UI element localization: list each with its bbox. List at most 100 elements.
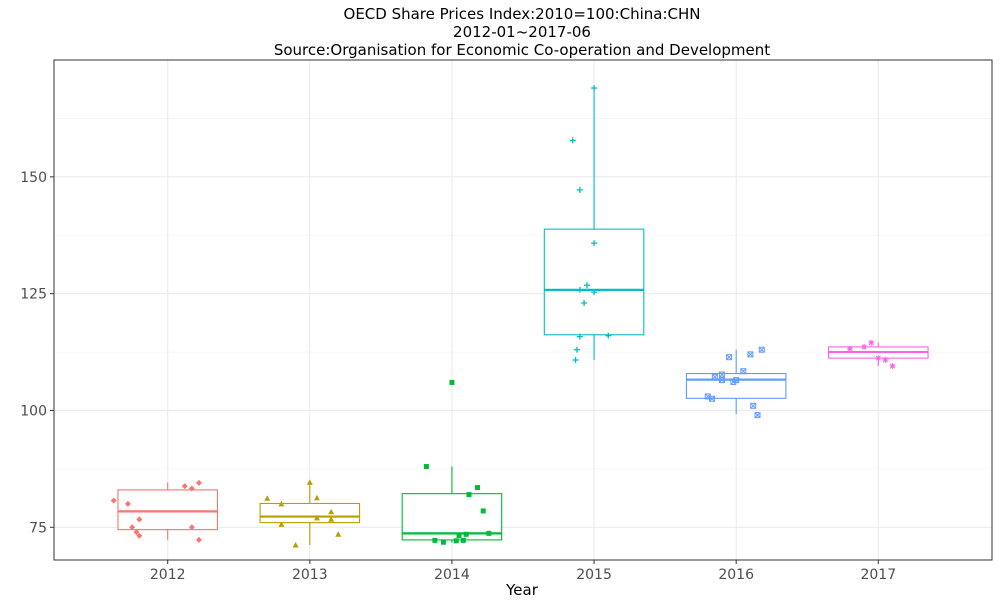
data-point (264, 495, 271, 501)
x-tick-label: 2014 (434, 567, 470, 583)
point-square (453, 538, 459, 544)
points-layer (110, 85, 896, 548)
data-point (754, 412, 761, 419)
point-diamond (195, 536, 202, 543)
point-diamond (124, 500, 131, 507)
x-axis-title: Year (505, 581, 539, 599)
point-star-d2 (868, 340, 874, 346)
point-x2 (750, 402, 757, 409)
point-diamond (195, 479, 202, 486)
boxes-layer (117, 88, 929, 546)
box-2015 (543, 88, 645, 360)
data-point (306, 479, 313, 485)
x-axis: 2012 2013 2014 2015 2016 2017 (150, 560, 896, 583)
data-point (861, 343, 868, 350)
y-tick-label: 150 (20, 170, 47, 186)
point-box (718, 371, 725, 378)
point-star-d2 (847, 346, 853, 352)
point-diamond (136, 516, 143, 523)
y-tick-label: 75 (29, 520, 47, 536)
point-square (440, 539, 446, 545)
data-point (875, 355, 882, 362)
point-diamond (188, 524, 195, 531)
chart-title: OECD Share Prices Index:2010=100:China:C… (344, 5, 701, 23)
x-tick-label: 2017 (860, 567, 896, 583)
point-triangle (264, 495, 271, 501)
point-box (754, 412, 761, 419)
box-2013 (259, 482, 361, 546)
data-point (718, 377, 725, 384)
data-point (133, 528, 140, 535)
chart-subtitle: 2012-01~2017-06 (453, 23, 591, 41)
point-triangle (278, 521, 285, 527)
data-point (423, 464, 429, 470)
data-point (574, 346, 581, 353)
data-point (460, 537, 466, 543)
box-body (543, 228, 645, 336)
point-star-d2 (875, 355, 881, 361)
data-point (605, 332, 612, 339)
point-diamond (110, 497, 117, 504)
plot-background (54, 60, 992, 560)
box-body (259, 502, 361, 524)
point-x2 (758, 346, 765, 353)
data-point (758, 346, 765, 353)
data-point (750, 402, 757, 409)
data-point (591, 240, 598, 247)
data-point (313, 514, 320, 521)
data-point (463, 531, 469, 537)
data-point (576, 333, 583, 340)
x-tick-label: 2012 (150, 567, 186, 583)
point-x2 (712, 373, 718, 380)
data-point (456, 533, 462, 539)
point-box (726, 354, 733, 361)
y-tick-label: 100 (20, 403, 47, 419)
data-point (181, 483, 188, 490)
point-x2 (719, 377, 725, 383)
data-point (882, 357, 889, 363)
x-tick-label: 2013 (292, 567, 328, 583)
data-point (475, 485, 481, 491)
point-triangle (306, 479, 313, 485)
point-square (480, 508, 486, 514)
data-point (486, 530, 492, 536)
point-triangle (278, 500, 285, 507)
point-triangle (313, 494, 320, 501)
point-diamond (133, 528, 140, 535)
data-point (709, 395, 716, 402)
data-point (278, 500, 285, 507)
point-star-d2 (882, 357, 888, 363)
chart-source: Source:Organisation for Economic Co-oper… (274, 41, 770, 59)
data-point (868, 339, 875, 346)
point-box (750, 402, 757, 409)
point-x2 (709, 395, 715, 402)
y-axis: 75 100 125 150 (20, 170, 54, 536)
data-point (733, 377, 740, 384)
box-2014 (401, 466, 503, 543)
data-point (711, 373, 718, 380)
data-point (440, 539, 446, 545)
point-box (747, 351, 754, 358)
data-point (449, 379, 455, 385)
data-point (328, 508, 335, 515)
box-2012 (117, 482, 218, 540)
point-diamond (129, 524, 136, 531)
point-square (463, 531, 469, 537)
point-box (709, 395, 716, 402)
point-square (432, 537, 438, 543)
data-point (846, 345, 853, 352)
point-x2 (740, 368, 747, 375)
point-triangle (328, 508, 335, 515)
data-point (136, 532, 143, 539)
data-point (572, 357, 579, 363)
data-point (195, 479, 202, 486)
point-square (475, 485, 481, 491)
point-star-d2 (889, 363, 896, 369)
point-triangle (292, 542, 299, 548)
point-box (711, 373, 718, 380)
point-x2 (747, 351, 754, 358)
point-x2 (754, 412, 761, 418)
y-tick-label: 125 (20, 287, 47, 303)
data-point (889, 363, 896, 370)
point-triangle (313, 514, 320, 521)
